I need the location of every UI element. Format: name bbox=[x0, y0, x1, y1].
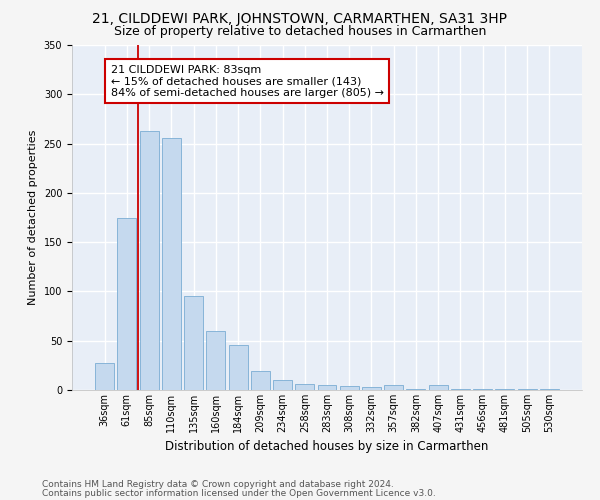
Text: 21, CILDDEWI PARK, JOHNSTOWN, CARMARTHEN, SA31 3HP: 21, CILDDEWI PARK, JOHNSTOWN, CARMARTHEN… bbox=[92, 12, 508, 26]
Bar bbox=[229, 344, 248, 390]
Bar bbox=[429, 385, 448, 390]
Bar bbox=[340, 386, 359, 390]
Bar bbox=[162, 138, 181, 390]
Y-axis label: Number of detached properties: Number of detached properties bbox=[28, 130, 38, 305]
Text: Contains public sector information licensed under the Open Government Licence v3: Contains public sector information licen… bbox=[42, 490, 436, 498]
Bar bbox=[317, 385, 337, 390]
Bar bbox=[206, 331, 225, 390]
Bar bbox=[95, 364, 114, 390]
Bar bbox=[362, 387, 381, 390]
Bar bbox=[384, 385, 403, 390]
Bar bbox=[140, 131, 158, 390]
Bar bbox=[251, 372, 270, 390]
Bar bbox=[496, 389, 514, 390]
Text: Contains HM Land Registry data © Crown copyright and database right 2024.: Contains HM Land Registry data © Crown c… bbox=[42, 480, 394, 489]
Bar bbox=[540, 389, 559, 390]
Bar bbox=[473, 389, 492, 390]
Bar bbox=[406, 389, 425, 390]
Bar bbox=[184, 296, 203, 390]
Bar bbox=[295, 384, 314, 390]
Bar bbox=[118, 218, 136, 390]
Text: Size of property relative to detached houses in Carmarthen: Size of property relative to detached ho… bbox=[114, 25, 486, 38]
Bar bbox=[518, 389, 536, 390]
Bar bbox=[451, 389, 470, 390]
X-axis label: Distribution of detached houses by size in Carmarthen: Distribution of detached houses by size … bbox=[166, 440, 488, 454]
Bar bbox=[273, 380, 292, 390]
Text: 21 CILDDEWI PARK: 83sqm
← 15% of detached houses are smaller (143)
84% of semi-d: 21 CILDDEWI PARK: 83sqm ← 15% of detache… bbox=[111, 64, 384, 98]
